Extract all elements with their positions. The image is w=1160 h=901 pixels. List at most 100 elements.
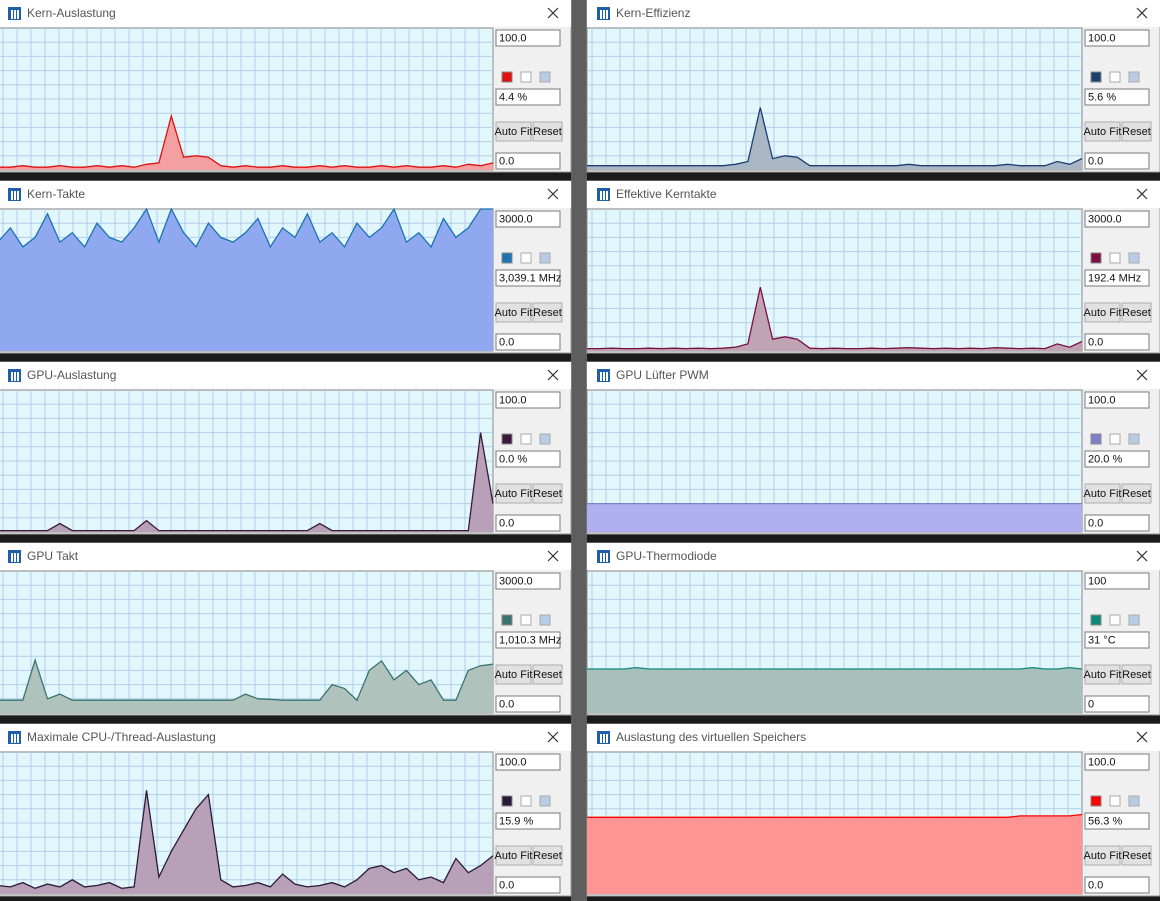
button-label[interactable]: Auto Fit <box>495 669 533 681</box>
button-label[interactable]: Auto Fit <box>1084 126 1122 138</box>
color-swatch[interactable] <box>539 71 551 83</box>
line <box>587 666 1083 670</box>
color-swatch[interactable] <box>501 795 513 807</box>
close-button[interactable] <box>1136 369 1148 381</box>
max-value: 100.0 <box>1088 32 1116 44</box>
current-value: 3,039.1 MHz <box>499 272 561 284</box>
color-swatch[interactable] <box>520 795 532 807</box>
color-swatch[interactable] <box>501 614 513 626</box>
color-swatch[interactable] <box>1090 614 1102 626</box>
window-icon-bar <box>606 191 608 200</box>
close-button[interactable] <box>1136 731 1148 743</box>
min-value: 0.0 <box>499 879 514 891</box>
button-label[interactable]: Reset <box>533 850 562 862</box>
color-swatch[interactable] <box>1109 71 1121 83</box>
button[interactable] <box>1084 483 1121 504</box>
min-value: 0.0 <box>499 698 514 710</box>
window-icon-bar <box>603 191 605 200</box>
button[interactable] <box>1121 121 1152 142</box>
button[interactable] <box>1121 664 1152 685</box>
color-swatch[interactable] <box>1128 252 1140 264</box>
max-value-box <box>495 391 561 409</box>
max-value: 100.0 <box>1088 394 1116 406</box>
button[interactable] <box>1121 483 1152 504</box>
button[interactable] <box>532 302 563 323</box>
close-button[interactable] <box>547 731 559 743</box>
close-button[interactable] <box>1136 188 1148 200</box>
button[interactable] <box>495 483 532 504</box>
button[interactable] <box>495 845 532 866</box>
color-swatch[interactable] <box>539 614 551 626</box>
button-label[interactable]: Reset <box>1122 126 1151 138</box>
current-value-box <box>1084 812 1150 830</box>
button[interactable] <box>1084 664 1121 685</box>
close-button[interactable] <box>547 369 559 381</box>
color-swatch[interactable] <box>520 614 532 626</box>
color-swatch[interactable] <box>501 433 513 445</box>
close-button[interactable] <box>547 188 559 200</box>
button-label[interactable]: Reset <box>533 126 562 138</box>
button-label[interactable]: Reset <box>533 488 562 500</box>
color-swatch[interactable] <box>539 795 551 807</box>
button[interactable] <box>1084 121 1121 142</box>
button[interactable] <box>532 121 563 142</box>
window-icon-bar <box>14 372 16 381</box>
button-label[interactable]: Reset <box>533 669 562 681</box>
close-button[interactable] <box>547 7 559 19</box>
color-swatch[interactable] <box>1090 71 1102 83</box>
button-label[interactable]: Auto Fit <box>495 126 533 138</box>
color-swatch[interactable] <box>1090 433 1102 445</box>
button[interactable] <box>1121 302 1152 323</box>
button-label[interactable]: Auto Fit <box>1084 669 1122 681</box>
button-label[interactable]: Reset <box>1122 307 1151 319</box>
window-icon-bar <box>603 553 605 562</box>
close-button[interactable] <box>1136 7 1148 19</box>
color-swatch[interactable] <box>539 252 551 264</box>
color-swatch[interactable] <box>1109 252 1121 264</box>
color-swatch[interactable] <box>501 252 513 264</box>
button-label[interactable]: Reset <box>1122 488 1151 500</box>
color-swatch[interactable] <box>1109 795 1121 807</box>
color-swatch[interactable] <box>1109 433 1121 445</box>
button-label[interactable]: Reset <box>533 307 562 319</box>
window-title: Maximale CPU-/Thread-Auslastung <box>27 730 216 744</box>
min-value-box <box>495 514 561 532</box>
color-swatch[interactable] <box>1128 71 1140 83</box>
color-swatch[interactable] <box>1128 433 1140 445</box>
window-icon-bar <box>14 10 16 19</box>
color-swatch[interactable] <box>1128 795 1140 807</box>
button[interactable] <box>495 664 532 685</box>
button[interactable] <box>495 121 532 142</box>
button[interactable] <box>532 664 563 685</box>
close-button[interactable] <box>547 550 559 562</box>
area <box>587 667 1082 713</box>
color-swatch[interactable] <box>520 433 532 445</box>
button-label[interactable]: Auto Fit <box>1084 307 1122 319</box>
window-icon-bar <box>17 553 19 562</box>
color-swatch[interactable] <box>1128 614 1140 626</box>
color-swatch[interactable] <box>501 71 513 83</box>
button[interactable] <box>1084 845 1121 866</box>
max-value-box <box>1084 753 1150 771</box>
button[interactable] <box>532 845 563 866</box>
button-label[interactable]: Reset <box>1122 850 1151 862</box>
button-label[interactable]: Auto Fit <box>1084 488 1122 500</box>
button-label[interactable]: Auto Fit <box>1084 850 1122 862</box>
window-icon-bar <box>606 734 608 743</box>
button-label[interactable]: Auto Fit <box>495 307 533 319</box>
color-swatch[interactable] <box>539 433 551 445</box>
button-label[interactable]: Auto Fit <box>495 850 533 862</box>
button[interactable] <box>532 483 563 504</box>
color-swatch[interactable] <box>1090 795 1102 807</box>
close-button[interactable] <box>1136 550 1148 562</box>
button-label[interactable]: Auto Fit <box>495 488 533 500</box>
color-swatch[interactable] <box>520 71 532 83</box>
button[interactable] <box>1084 302 1121 323</box>
button[interactable] <box>495 302 532 323</box>
color-swatch[interactable] <box>1090 252 1102 264</box>
button-label[interactable]: Reset <box>1122 669 1151 681</box>
color-swatch[interactable] <box>520 252 532 264</box>
color-swatch[interactable] <box>1109 614 1121 626</box>
window-title: Auslastung des virtuellen Speichers <box>616 730 806 744</box>
button[interactable] <box>1121 845 1152 866</box>
